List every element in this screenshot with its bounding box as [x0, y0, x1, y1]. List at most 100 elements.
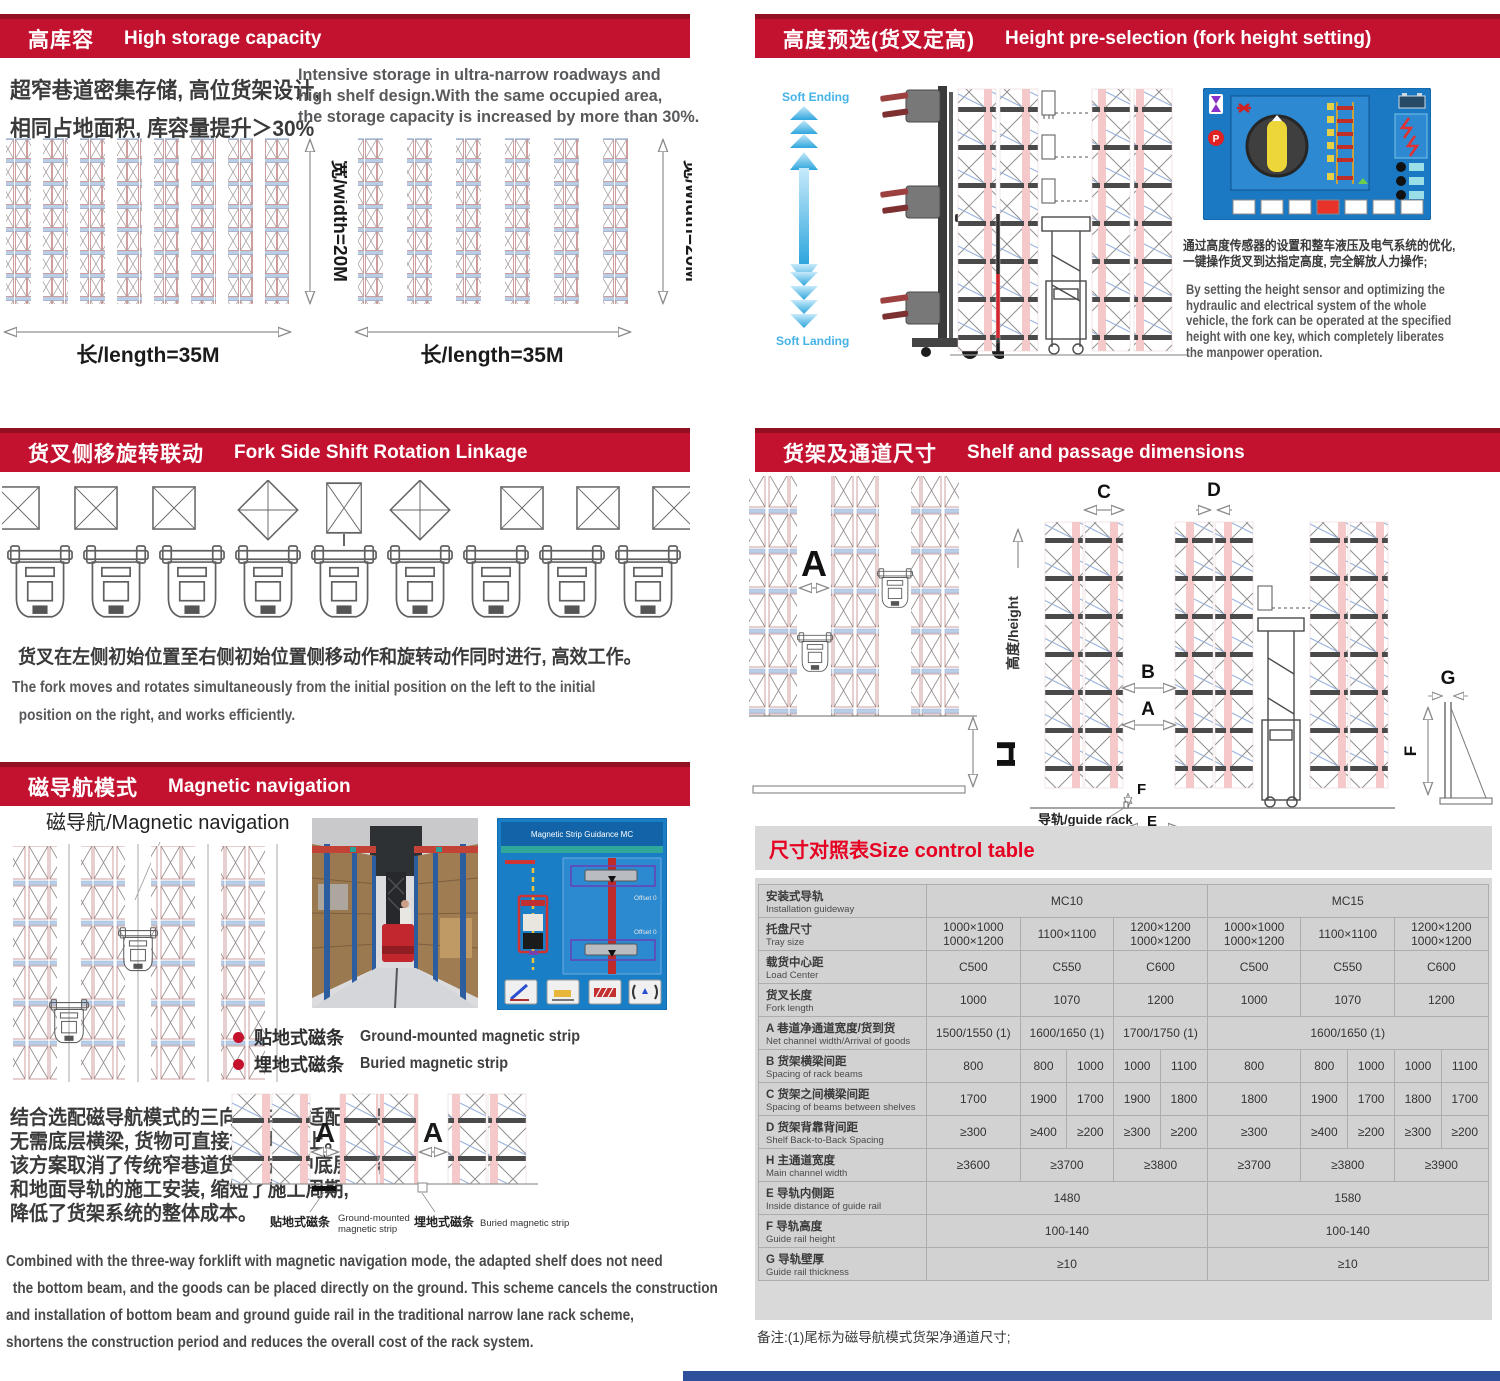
table-row: A 巷道净通道宽度/货到货 Net channel width/Arrival o… [758, 1016, 1489, 1050]
table-cell: ≥400 [1300, 1115, 1349, 1149]
table-row: 载货中心距 Load Center C500 C550 C600 C500 C550 C600 [758, 950, 1489, 984]
table-cell: 1000 [926, 983, 1021, 1017]
bottom-accent-bar [683, 1371, 1500, 1381]
table-cell: 1800 [1206, 1082, 1302, 1116]
height-preselect-rack-diagram [950, 88, 1188, 356]
table-cell: 1100 [1440, 1049, 1489, 1083]
table-cell: 1580 [1206, 1181, 1489, 1215]
table-cell: ≥400 [1019, 1115, 1068, 1149]
sequence-frame-8 [539, 486, 620, 618]
rack-strips [749, 476, 959, 716]
table-cell: 1200 [1113, 983, 1208, 1017]
dim-label-a: A [1141, 699, 1155, 720]
table-row-label: A 巷道净通道宽度/货到货 Net channel width/Arrival o… [758, 1016, 927, 1050]
table-cell: C550 [1300, 950, 1396, 984]
table-cell: 1500/1550 (1) [926, 1016, 1021, 1050]
bullet-zh: 埋地式磁条 [254, 1055, 344, 1075]
table-cell: 1600/1650 (1) [1206, 1016, 1489, 1050]
bullet-buried-strip: 埋地式磁条 Buried magnetic strip [233, 1051, 524, 1077]
magnetic-strip-graphic [608, 858, 616, 974]
banner-fork-shift-zh: 货叉侧移旋转联动 [28, 442, 204, 466]
function-key-row [1232, 199, 1424, 215]
banner-high-storage-en: High storage capacity [124, 27, 322, 49]
fork-rotation-sequence-illustration [2, 480, 690, 618]
table-cell: ≥300 [926, 1115, 1021, 1149]
banner-high-storage-zh: 高库容 [28, 28, 94, 52]
banner-fork-shift-en: Fork Side Shift Rotation Linkage [234, 441, 528, 463]
rack-towers [1044, 521, 1389, 789]
table-cell: 1000 [1206, 983, 1302, 1017]
table-cell: 1100×1100 [1019, 917, 1115, 951]
battery-icon [1398, 93, 1426, 109]
buried-strip-mark [417, 1182, 428, 1193]
table-row-label: H 主通道宽度 Main channel width [758, 1148, 927, 1182]
table-cell: 1800 [1394, 1082, 1442, 1116]
size-table-panel: 安装式导轨 Installation guideway MC10 MC15 托盘尺寸 Tr… [755, 878, 1492, 1320]
text-line: 降低了货架系统的整体成本。 [10, 1203, 257, 1225]
table-cell: ≥3700 [1019, 1148, 1115, 1182]
table-cell: 1000×1000 1000×1200 [926, 917, 1021, 951]
table-row-label: 货叉长度 Fork length [758, 983, 927, 1017]
screen-toolbar [504, 979, 662, 1005]
status-pane [1394, 113, 1428, 159]
bullet-dot-icon [233, 1031, 244, 1043]
sequence-frame-4 [235, 480, 301, 618]
lift-range-arrows [790, 106, 818, 328]
table-cell: ≥10 [1206, 1247, 1489, 1281]
length-label: 长/length=35M [77, 344, 220, 367]
table-cell: 1700/1750 (1) [1113, 1016, 1208, 1050]
strip1-label-zh: 贴地式磁条 [270, 1214, 331, 1229]
bullet-ground-strip: 贴地式磁条 Ground-mounted magnetic strip [233, 1024, 604, 1050]
table-cell: ≥3800 [1300, 1148, 1396, 1182]
fork-shift-desc-zh: 货叉在左侧初始位置至右侧初始位置侧移动作和旋转动作同时进行, 高效工作。 [18, 647, 642, 668]
table-cell: 1600/1650 (1) [1019, 1016, 1115, 1050]
magnetic-guidance-screen: Magnetic Strip Guidance MC Offset 0 Offs… [497, 818, 667, 1010]
table-row: G 导轨壁厚 Guide rail thickness ≥10 ≥10 [758, 1247, 1489, 1281]
main-channel-floor [752, 785, 966, 794]
table-cell: C500 [926, 950, 1021, 984]
table-cell: ≥200 [1066, 1115, 1115, 1149]
table-cell: 1900 [1300, 1082, 1349, 1116]
p-button [1208, 130, 1224, 146]
dim-label-c: C [1097, 482, 1111, 503]
active-function-key [1316, 199, 1340, 215]
picking-carriage-icon [1257, 585, 1310, 611]
rack-strips [358, 138, 628, 304]
height-axis-label: 高度/height [1005, 596, 1021, 670]
table-row-label: B 货架横梁间距 Spacing of rack beams [758, 1049, 927, 1083]
sequence-frame-5 [311, 482, 377, 618]
rack-strips [6, 138, 290, 304]
table-cell: 1000 [1066, 1049, 1115, 1083]
sequence-frame-1 [2, 486, 73, 618]
table-cell: 800 [1019, 1049, 1068, 1083]
table-cell: ≥300 [1206, 1115, 1302, 1149]
table-row: D 货架背靠背间距 Shelf Back-to-Back Spacing ≥300 ≥… [758, 1115, 1489, 1149]
rack-posts [324, 844, 466, 1002]
table-cell: 1100 [1159, 1049, 1208, 1083]
table-cell: 800 [926, 1049, 1021, 1083]
strip1-label-en1: Ground-mounted [338, 1213, 410, 1224]
soft-ending-label: Soft Ending [782, 90, 850, 104]
size-table-title-bar: 尺寸对照表Size control table [755, 826, 1492, 870]
sequence-frame-9 [615, 486, 690, 618]
table-cell: MC15 [1206, 884, 1489, 918]
text-line: the bottom beam, and the goods can be pl… [12, 1280, 718, 1297]
width-label: 宽/width=20M [681, 160, 692, 282]
banner-magnetic-nav-zh: 磁导航模式 [28, 776, 138, 800]
table-cell: C600 [1113, 950, 1208, 984]
banner-shelf-dimensions: 货架及通道尺寸 Shelf and passage dimensions [755, 428, 1500, 472]
sequence-frame-3 [152, 486, 225, 618]
table-cell: 1070 [1019, 983, 1115, 1017]
strip2-label-zh: 埋地式磁条 [414, 1214, 475, 1229]
table-cell: 100-140 [1206, 1214, 1489, 1248]
p-button-label: P [1213, 134, 1220, 145]
table-cell: 1000×1000 1000×1200 [1206, 917, 1302, 951]
forklift-front-view [1257, 617, 1305, 808]
text-line: 相同占地面积, 库容量提升＞30% [10, 116, 315, 141]
dim-label-a: A [423, 1117, 443, 1148]
sequence-frame-6 [387, 480, 453, 618]
text-line: hydraulic and electrical system of the w… [1186, 297, 1427, 313]
forklift-top-view [797, 632, 833, 672]
table-row-label: 载货中心距 Load Center [758, 950, 927, 984]
table-row-label: 安装式导轨 Installation guideway [758, 884, 927, 918]
